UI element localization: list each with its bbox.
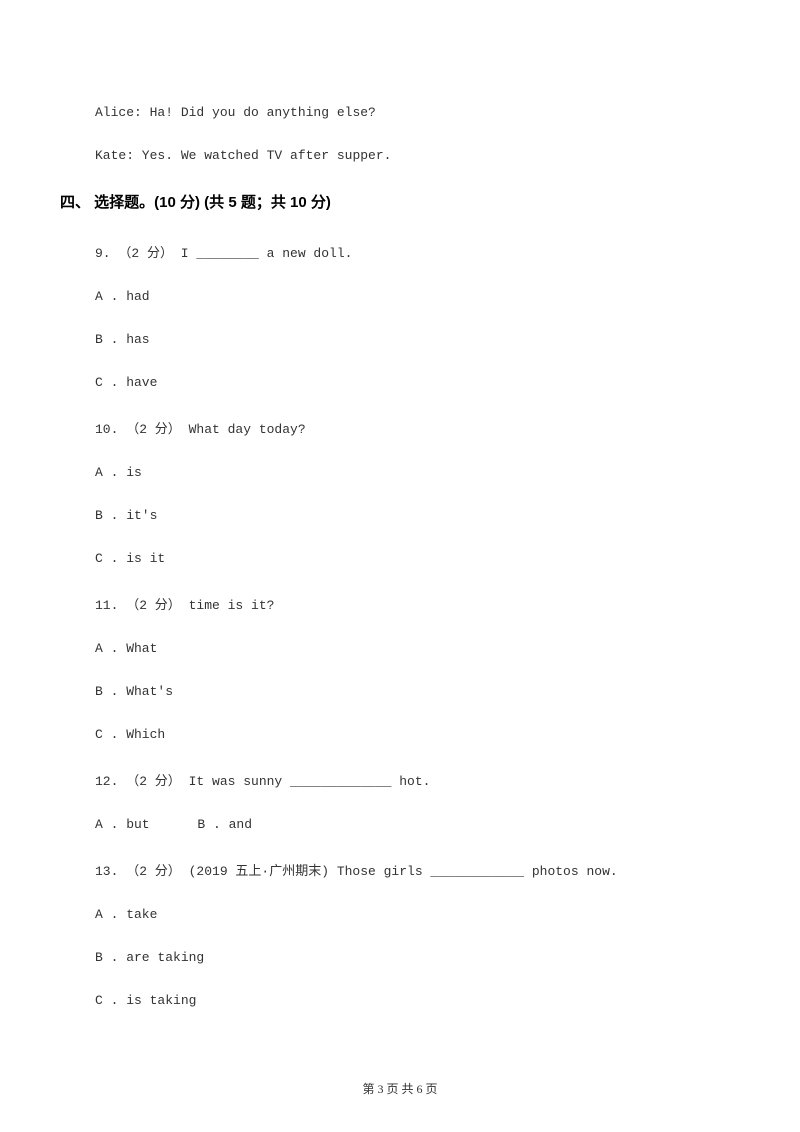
question-12-options: A . but B . and	[95, 817, 740, 832]
question-12-option-b: B . and	[197, 817, 252, 832]
question-9-stem: 9. （2 分） I ________ a new doll.	[95, 242, 740, 261]
question-13-option-c: C . is taking	[95, 993, 740, 1008]
question-10-option-a: A . is	[95, 465, 740, 480]
question-11-option-b: B . What's	[95, 684, 740, 699]
question-13-stem: 13. （2 分） (2019 五上·广州期末) Those girls ___…	[95, 860, 740, 879]
question-11-option-c: C . Which	[95, 727, 740, 742]
question-9-option-c: C . have	[95, 375, 740, 390]
question-12-option-a: A . but	[95, 817, 150, 832]
question-10-stem: 10. （2 分） What day today?	[95, 418, 740, 437]
question-10-option-c: C . is it	[95, 551, 740, 566]
question-11-stem: 11. （2 分） time is it?	[95, 594, 740, 613]
page-footer: 第 3 页 共 6 页	[0, 1080, 800, 1097]
question-13-option-b: B . are taking	[95, 950, 740, 965]
section-4-heading: 四、 选择题。(10 分) (共 5 题；共 10 分)	[60, 191, 740, 212]
dialogue-alice: Alice: Ha! Did you do anything else?	[95, 105, 740, 120]
question-12-stem: 12. （2 分） It was sunny _____________ hot…	[95, 770, 740, 789]
dialogue-kate: Kate: Yes. We watched TV after supper.	[95, 148, 740, 163]
question-11-option-a: A . What	[95, 641, 740, 656]
question-10-option-b: B . it's	[95, 508, 740, 523]
question-13-option-a: A . take	[95, 907, 740, 922]
question-9-option-a: A . had	[95, 289, 740, 304]
question-9-option-b: B . has	[95, 332, 740, 347]
